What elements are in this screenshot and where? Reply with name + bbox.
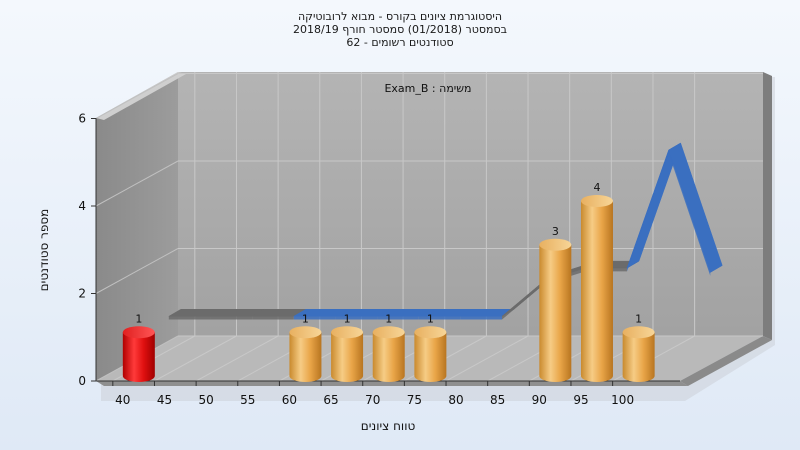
chart-subtitle-students: סטודנטים רשומים - 62 [346, 36, 454, 49]
grid-line-floor [195, 335, 279, 382]
trend-segment-edge [377, 316, 419, 320]
floor-bottom-edge [96, 381, 688, 386]
trend-segment-edge [252, 316, 294, 320]
bar [414, 326, 447, 382]
y-tick-label: 6 [78, 112, 86, 126]
bar-value-label: 3 [552, 225, 559, 238]
y-tick-label: 0 [78, 374, 86, 388]
bar [331, 326, 364, 382]
y-tick-label: 4 [78, 199, 86, 213]
bar-value-label: 4 [593, 181, 600, 194]
bar-top [539, 238, 572, 251]
bar-top [289, 326, 322, 339]
bars [122, 195, 655, 382]
grid-line-floor [154, 335, 237, 382]
floor-front-edge [680, 336, 772, 386]
bar-body [580, 201, 613, 382]
bar-body [622, 332, 655, 382]
bar-top [580, 195, 613, 207]
x-tick-label: 95 [573, 393, 588, 407]
bar [122, 326, 155, 382]
y-tick-label: 2 [78, 287, 86, 301]
grid-line-side [95, 248, 179, 294]
bar-value-label: 1 [302, 312, 309, 325]
bar-body [331, 332, 364, 382]
trend-segment-edge [418, 316, 461, 320]
data-labels: 1 1 1 1 1 3 4 1 [135, 181, 642, 325]
x-tick-label: 60 [282, 393, 297, 407]
bar-body [289, 332, 322, 382]
trend-segment-edge [502, 281, 544, 320]
bar-top [331, 326, 364, 339]
side-wall [96, 72, 178, 381]
task-label: משימה : Exam_B [384, 82, 471, 95]
trend-segment-edge [668, 150, 711, 276]
trend-segment-edge [293, 316, 336, 320]
x-tick-label: 45 [157, 393, 172, 407]
bar-top [122, 326, 155, 339]
x-tick-label: 80 [448, 393, 463, 407]
bar [372, 326, 405, 382]
x-tick-label: 85 [490, 393, 505, 407]
x-tick-label: 75 [407, 393, 422, 407]
wall-top-edge [96, 72, 186, 120]
x-tick-label: 65 [323, 393, 338, 407]
y-axis-title: מספר סטודנטים [37, 209, 51, 292]
chart-subtitle-semester: בסמסטר (01/2018) סמסטר חורף 2018/19 [293, 23, 507, 36]
chart-title-block: היסטוגרמת ציונים בקורס - מבוא לרובוטיקה … [0, 10, 800, 49]
x-tick-label: 50 [198, 393, 213, 407]
bar-value-label: 1 [635, 312, 642, 325]
bar-body [372, 332, 405, 382]
trend-segment-edge [460, 316, 503, 320]
grid-line-side [95, 73, 179, 119]
x-axis-title: טווח ציונים [361, 419, 416, 433]
bar [539, 238, 572, 382]
trend-segment-edge [210, 316, 253, 320]
back-wall [178, 72, 763, 336]
x-tick-label: 40 [115, 393, 130, 407]
x-tick-label: 90 [532, 393, 547, 407]
bar-top [372, 326, 405, 339]
chart-title: היסטוגרמת ציונים בקורס - מבוא לרובוטיקה [297, 10, 503, 23]
bar-value-label: 1 [135, 312, 142, 325]
bar [580, 195, 613, 382]
x-tick-label: 55 [240, 393, 255, 407]
bar-body [414, 332, 447, 382]
trend-segment-edge [168, 316, 211, 320]
grid-line-side [95, 160, 179, 207]
bar-top [622, 326, 655, 339]
x-tick-label: 70 [365, 393, 380, 407]
trend-segment-edge [626, 150, 669, 272]
bar-value-label: 1 [344, 312, 351, 325]
bar [622, 326, 655, 382]
bar-body [539, 244, 572, 382]
bar [289, 326, 322, 382]
grid-line-floor [445, 335, 529, 382]
bar-top [414, 326, 447, 339]
right-edge [763, 72, 772, 340]
bar-value-label: 1 [427, 312, 434, 325]
x-tick-label: 100 [611, 393, 634, 407]
bar-body [122, 332, 155, 382]
trend-segment-edge [335, 316, 378, 320]
bar-value-label: 1 [385, 312, 392, 325]
